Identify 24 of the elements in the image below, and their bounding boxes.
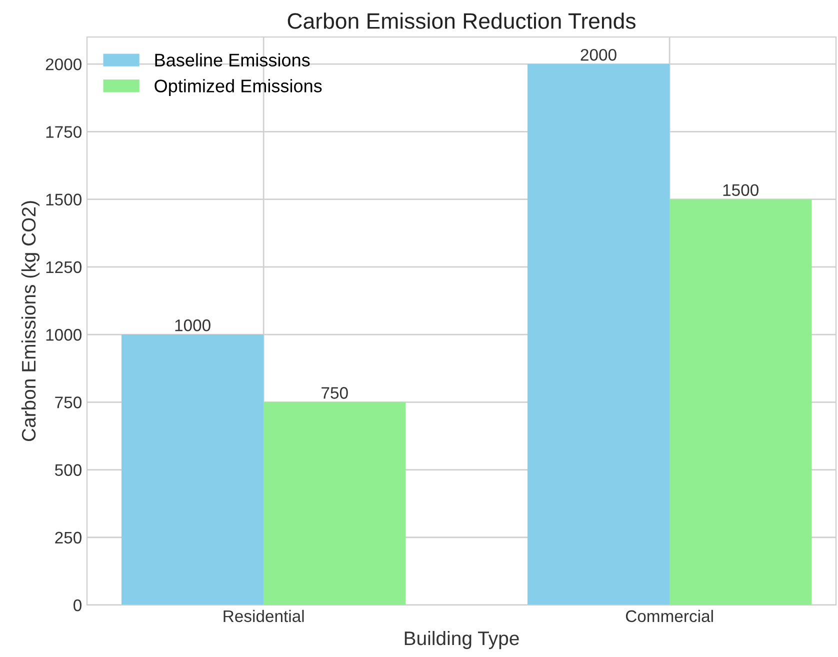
bar	[670, 199, 812, 605]
y-tick-label: 1000	[46, 328, 82, 341]
data-label: 2000	[580, 48, 616, 61]
y-tick-label: 0	[74, 599, 82, 612]
x-tick-label: Residential	[224, 610, 304, 622]
x-tick-label: Commercial	[626, 610, 713, 622]
y-tick-label: 1750	[46, 126, 82, 138]
y-tick-label: 1250	[46, 261, 82, 274]
bar	[527, 64, 670, 605]
legend-label: Baseline Emissions	[155, 53, 310, 67]
data-label: 750	[322, 387, 348, 399]
chart-title: Carbon Emission Reduction Trends	[288, 12, 636, 29]
data-label: 1500	[723, 184, 758, 196]
y-axis-title: Carbon Emissions (kg CO2)	[21, 201, 40, 442]
y-tick-label: 1500	[46, 194, 82, 206]
legend-label: Optimized Emissions	[154, 79, 322, 96]
bar	[122, 334, 264, 605]
y-tick-label: 250	[55, 532, 82, 544]
y-tick-label: 2000	[46, 58, 82, 70]
y-tick-label: 750	[55, 396, 82, 408]
data-label: 1000	[175, 319, 210, 332]
bar	[264, 402, 406, 605]
x-axis-title: Building Type	[404, 630, 519, 650]
y-tick-label: 500	[55, 464, 82, 476]
